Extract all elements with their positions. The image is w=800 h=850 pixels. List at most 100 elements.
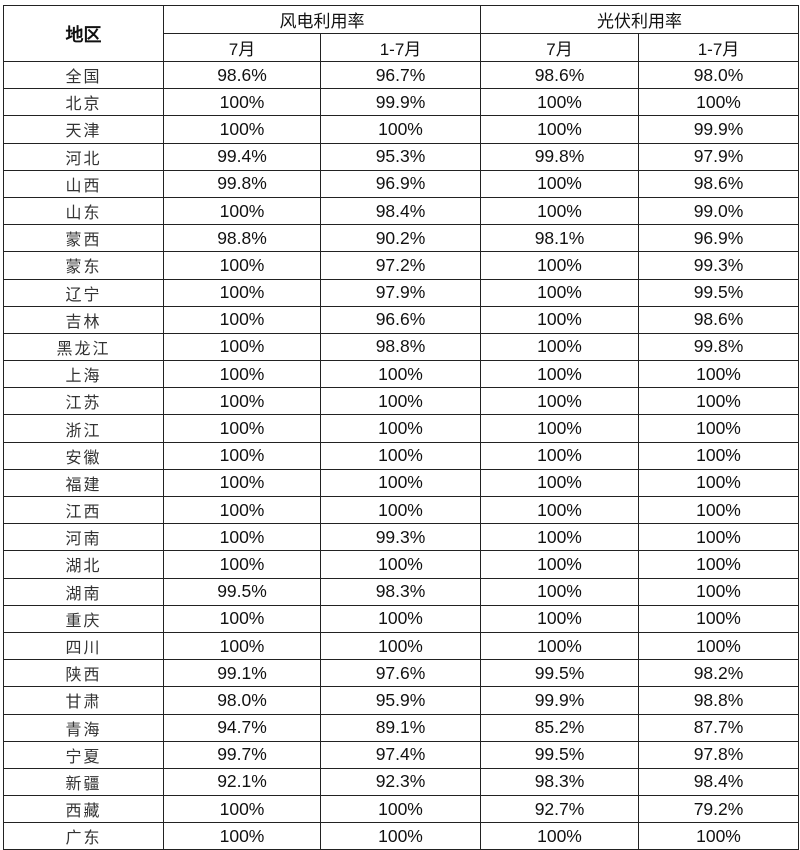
- solar-july-cell: 100%: [480, 414, 639, 443]
- wind-july-cell: 100%: [163, 278, 321, 307]
- solar-july-cell: 100%: [480, 495, 639, 525]
- wind-july-cell: 100%: [163, 604, 321, 633]
- wind-july-cell: 100%: [163, 360, 321, 389]
- wind-ytd-cell: 97.4%: [320, 740, 481, 769]
- region-cell: 新疆: [3, 767, 164, 797]
- wind-july-cell: 100%: [163, 441, 321, 470]
- solar-july-cell: 99.5%: [480, 740, 639, 769]
- solar-ytd-cell: 100%: [638, 468, 799, 498]
- solar-ytd-cell: 79.2%: [638, 795, 799, 824]
- wind-ytd-cell: 98.3%: [320, 577, 481, 606]
- solar-ytd-cell: 99.8%: [638, 332, 799, 362]
- solar-july-cell: 100%: [480, 169, 639, 198]
- solar-ytd-cell: 99.0%: [638, 196, 799, 226]
- table-row: 广东 100% 100% 100% 100%: [3, 822, 799, 850]
- table-row: 福建 100% 100% 100% 100%: [3, 468, 799, 498]
- table-row: 宁夏 99.7% 97.4% 99.5% 97.8%: [3, 740, 799, 769]
- table-row: 山东 100% 98.4% 100% 99.0%: [3, 196, 799, 226]
- solar-july-cell: 100%: [480, 550, 639, 579]
- wind-ytd-cell: 89.1%: [320, 713, 481, 742]
- region-cell: 河北: [3, 142, 164, 171]
- table-row: 北京 100% 99.9% 100% 100%: [3, 88, 799, 117]
- solar-july-cell: 100%: [480, 441, 639, 470]
- wind-ytd-cell: 97.9%: [320, 278, 481, 307]
- wind-ytd-cell: 100%: [320, 387, 481, 416]
- wind-july-cell: 100%: [163, 414, 321, 443]
- solar-ytd-cell: 99.5%: [638, 278, 799, 307]
- solar-ytd-cell: 100%: [638, 604, 799, 633]
- solar-ytd-cell: 100%: [638, 822, 799, 850]
- region-cell: 上海: [3, 360, 164, 389]
- region-cell: 山东: [3, 196, 164, 226]
- solar-ytd-cell: 100%: [638, 631, 799, 661]
- region-cell: 广东: [3, 822, 164, 850]
- wind-ytd-cell: 96.6%: [320, 305, 481, 334]
- wind-july-cell: 100%: [163, 387, 321, 416]
- wind-ytd-cell: 100%: [320, 360, 481, 389]
- region-cell: 北京: [3, 88, 164, 117]
- table-row: 天津 100% 100% 100% 99.9%: [3, 115, 799, 144]
- solar-ytd-cell: 100%: [638, 88, 799, 117]
- table-row: 吉林 100% 96.6% 100% 98.6%: [3, 305, 799, 334]
- region-cell: 陕西: [3, 659, 164, 688]
- table-row: 上海 100% 100% 100% 100%: [3, 360, 799, 389]
- wind-july-cell: 100%: [163, 822, 321, 850]
- solar-july-cell: 98.6%: [480, 60, 639, 90]
- solar-ytd-cell: 100%: [638, 441, 799, 470]
- wind-july-header: 7月: [163, 33, 321, 62]
- solar-july-cell: 100%: [480, 523, 639, 552]
- wind-group-header: 风电利用率: [163, 5, 481, 34]
- wind-ytd-cell: 100%: [320, 795, 481, 824]
- wind-ytd-cell: 92.3%: [320, 767, 481, 797]
- wind-ytd-cell: 97.6%: [320, 659, 481, 688]
- wind-ytd-cell: 98.8%: [320, 332, 481, 362]
- solar-july-cell: 100%: [480, 468, 639, 498]
- wind-ytd-header: 1-7月: [320, 33, 481, 62]
- solar-july-cell: 98.1%: [480, 224, 639, 253]
- table-row: 湖南 99.5% 98.3% 100% 100%: [3, 577, 799, 606]
- solar-ytd-cell: 98.0%: [638, 60, 799, 90]
- region-cell: 蒙西: [3, 224, 164, 253]
- region-cell: 黑龙江: [3, 332, 164, 362]
- wind-july-cell: 100%: [163, 332, 321, 362]
- wind-july-cell: 99.4%: [163, 142, 321, 171]
- region-cell: 天津: [3, 115, 164, 144]
- solar-ytd-cell: 100%: [638, 577, 799, 606]
- wind-july-cell: 98.0%: [163, 686, 321, 715]
- wind-ytd-cell: 99.9%: [320, 88, 481, 117]
- solar-july-cell: 100%: [480, 360, 639, 389]
- region-cell: 重庆: [3, 604, 164, 633]
- region-header: 地区: [3, 5, 164, 62]
- wind-july-cell: 100%: [163, 550, 321, 579]
- table-row: 湖北 100% 100% 100% 100%: [3, 550, 799, 579]
- region-cell: 全国: [3, 60, 164, 90]
- region-cell: 福建: [3, 468, 164, 498]
- wind-july-cell: 99.5%: [163, 577, 321, 606]
- wind-ytd-cell: 90.2%: [320, 224, 481, 253]
- region-cell: 山西: [3, 169, 164, 198]
- table-row: 辽宁 100% 97.9% 100% 99.5%: [3, 278, 799, 307]
- solar-july-cell: 98.3%: [480, 767, 639, 797]
- wind-ytd-cell: 100%: [320, 822, 481, 850]
- wind-july-cell: 100%: [163, 251, 321, 280]
- solar-ytd-cell: 98.6%: [638, 169, 799, 198]
- wind-ytd-cell: 100%: [320, 550, 481, 579]
- table-body: 全国 98.6% 96.7% 98.6% 98.0% 北京 100% 99.9% 100% 100…: [3, 60, 799, 850]
- wind-ytd-cell: 100%: [320, 115, 481, 144]
- solar-ytd-cell: 96.9%: [638, 224, 799, 253]
- wind-ytd-cell: 96.9%: [320, 169, 481, 198]
- wind-ytd-cell: 95.3%: [320, 142, 481, 171]
- wind-july-cell: 99.1%: [163, 659, 321, 688]
- solar-july-header: 7月: [480, 33, 639, 62]
- solar-july-cell: 100%: [480, 196, 639, 226]
- wind-ytd-cell: 99.3%: [320, 523, 481, 552]
- solar-july-cell: 100%: [480, 604, 639, 633]
- table-row: 蒙西 98.8% 90.2% 98.1% 96.9%: [3, 224, 799, 253]
- table-row: 浙江 100% 100% 100% 100%: [3, 414, 799, 443]
- solar-july-cell: 100%: [480, 577, 639, 606]
- solar-july-cell: 99.9%: [480, 686, 639, 715]
- wind-ytd-cell: 100%: [320, 495, 481, 525]
- table-row: 山西 99.8% 96.9% 100% 98.6%: [3, 169, 799, 198]
- wind-ytd-cell: 100%: [320, 631, 481, 661]
- solar-july-cell: 100%: [480, 387, 639, 416]
